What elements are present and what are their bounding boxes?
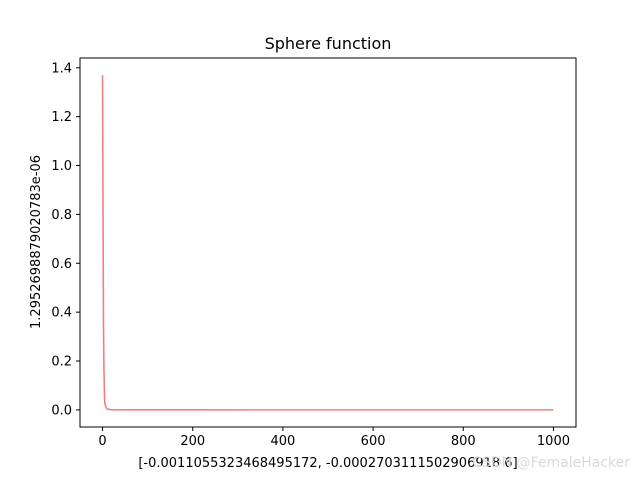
y-tick-label: 0.8 — [51, 208, 72, 223]
y-tick-label: 0.4 — [51, 306, 72, 321]
y-tick-label: 1.4 — [51, 61, 72, 76]
y-tick-label: 1.2 — [51, 110, 72, 125]
x-tick-label: 200 — [180, 434, 205, 449]
x-axis-label: [-0.0011055323468495172, -0.000270311150… — [138, 456, 517, 471]
plot-area — [101, 75, 554, 411]
y-tick-label: 1.0 — [51, 159, 72, 174]
x-axis: 0 200 400 600 800 1000 — [98, 427, 570, 449]
y-axis: 0.0 0.2 0.4 0.6 0.8 1.0 1.2 1.4 — [51, 61, 80, 418]
series-line-0 — [101, 75, 554, 411]
watermark: CSDN @FemaleHacker — [472, 455, 630, 471]
x-tick-label: 600 — [361, 434, 386, 449]
x-tick-label: 400 — [270, 434, 295, 449]
x-tick-label: 1000 — [537, 434, 570, 449]
y-tick-label: 0.0 — [51, 403, 72, 418]
y-tick-label: 0.6 — [51, 257, 72, 272]
y-tick-label: 0.2 — [51, 355, 72, 370]
y-axis-label: 1.2952698879020783e-06 — [29, 155, 44, 329]
x-tick-label: 0 — [98, 434, 106, 449]
x-tick-label: 800 — [451, 434, 476, 449]
chart-title: Sphere function — [265, 34, 392, 53]
axes-frame — [79, 57, 577, 428]
